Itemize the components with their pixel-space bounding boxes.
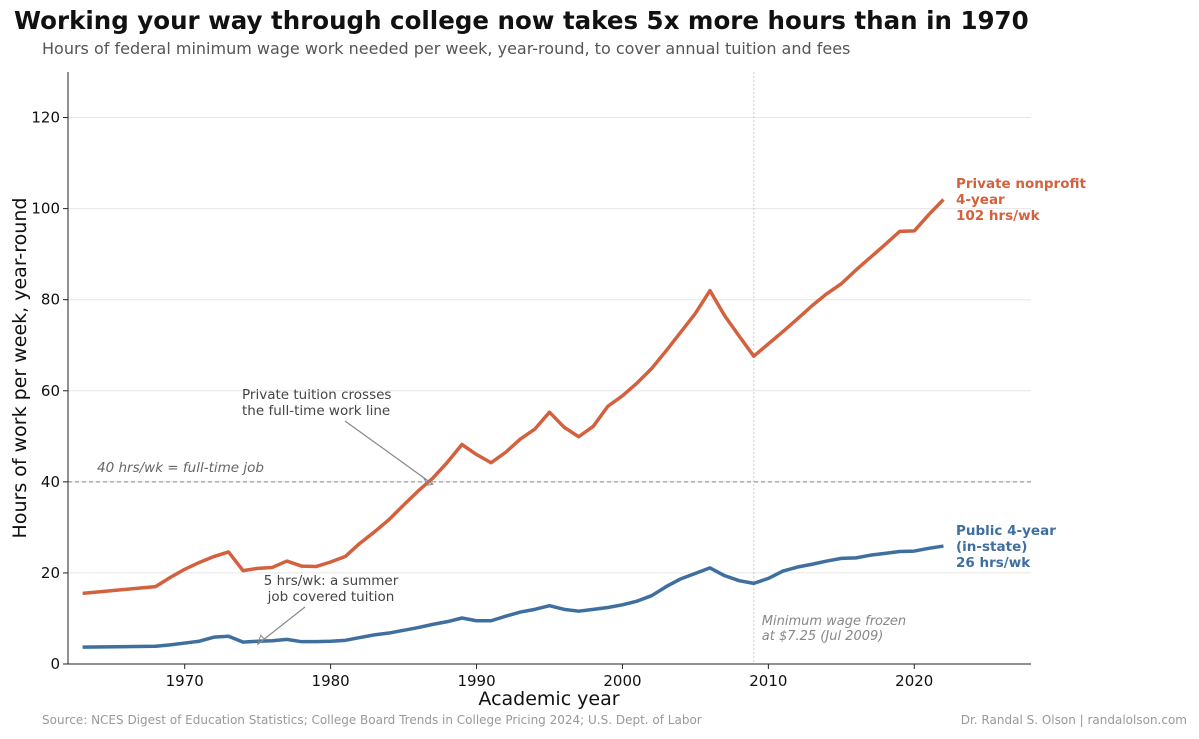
y-tick-label: 100 bbox=[31, 200, 60, 218]
x-tick-label: 2000 bbox=[603, 672, 641, 690]
private-series-label: 102 hrs/wk bbox=[956, 208, 1041, 224]
y-tick-label: 20 bbox=[41, 564, 60, 582]
arrow-head-icon bbox=[423, 477, 435, 486]
public-series-label: Public 4-year bbox=[956, 523, 1056, 539]
annotation-text: 5 hrs/wk: a summer bbox=[264, 573, 399, 589]
private-series-label: 4-year bbox=[956, 192, 1005, 208]
arrow-head-icon bbox=[256, 634, 266, 646]
annotation-text: job covered tuition bbox=[267, 589, 395, 605]
series-line-public bbox=[82, 544, 944, 649]
public-series-label: (in-state) bbox=[956, 539, 1027, 555]
y-tick-label: 40 bbox=[41, 473, 60, 491]
y-tick-label: 0 bbox=[50, 655, 60, 673]
annotation-text: Private tuition crosses bbox=[242, 387, 391, 403]
private-series-label: Private nonprofit bbox=[956, 176, 1086, 192]
vertical-line-label: Minimum wage frozen bbox=[762, 614, 906, 629]
x-axis-label: Academic year bbox=[478, 688, 619, 710]
chart-subtitle: Hours of federal minimum wage work neede… bbox=[42, 39, 851, 58]
series-line-private bbox=[82, 198, 945, 596]
x-tick-label: 1990 bbox=[457, 672, 495, 690]
annotation-arrow bbox=[344, 420, 434, 485]
y-axis-label: Hours of work per week, year-round bbox=[9, 198, 31, 539]
chart-title: Working your way through college now tak… bbox=[14, 6, 1029, 35]
x-tick-label: 1980 bbox=[312, 672, 350, 690]
annotation-text: the full-time work line bbox=[242, 403, 390, 419]
credit-note: Dr. Randal S. Olson | randalolson.com bbox=[960, 713, 1187, 727]
y-tick-label: 120 bbox=[31, 109, 60, 127]
reference-line-label: 40 hrs/wk = full-time job bbox=[97, 460, 264, 476]
x-tick-label: 2020 bbox=[895, 672, 933, 690]
y-tick-label: 80 bbox=[41, 291, 60, 309]
y-tick-label: 60 bbox=[41, 382, 60, 400]
x-tick-label: 2010 bbox=[749, 672, 787, 690]
vertical-line-label: at $7.25 (Jul 2009) bbox=[762, 629, 884, 644]
public-series-label: 26 hrs/wk bbox=[956, 555, 1031, 571]
source-note: Source: NCES Digest of Education Statist… bbox=[42, 713, 702, 727]
annotation-arrow bbox=[257, 606, 306, 645]
x-tick-label: 1970 bbox=[166, 672, 204, 690]
